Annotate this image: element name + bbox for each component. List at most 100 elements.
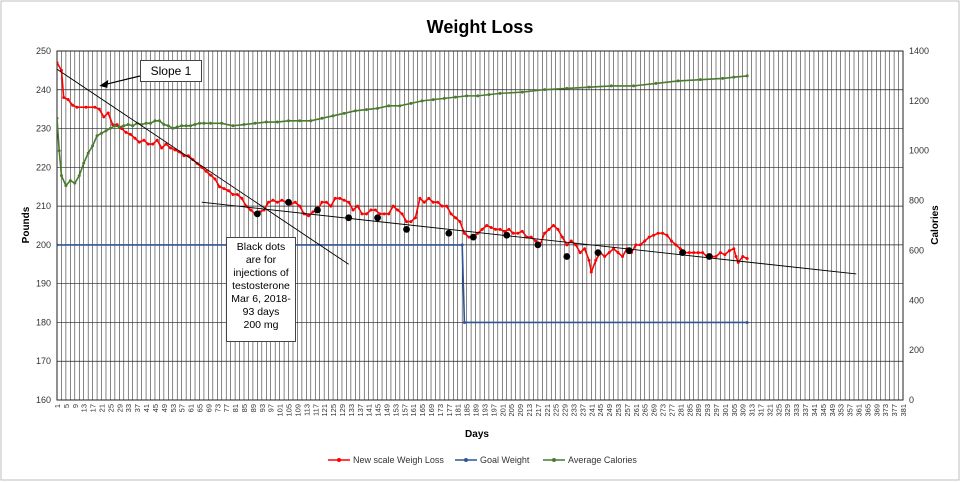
data-point bbox=[271, 198, 275, 202]
x-tick-label: 69 bbox=[204, 404, 213, 412]
data-point bbox=[95, 134, 99, 138]
x-tick-label: 265 bbox=[641, 404, 650, 417]
data-point bbox=[128, 132, 132, 136]
data-point bbox=[458, 220, 462, 224]
data-point bbox=[652, 233, 656, 237]
data-point bbox=[369, 208, 373, 212]
data-point bbox=[638, 243, 642, 247]
x-tick-label: 325 bbox=[774, 404, 783, 417]
data-point bbox=[64, 184, 68, 188]
data-point bbox=[556, 227, 560, 231]
y-tick-label: 210 bbox=[36, 201, 51, 211]
data-point bbox=[155, 138, 159, 142]
legend-swatch-marker bbox=[464, 458, 468, 462]
data-point bbox=[307, 214, 311, 218]
x-tick-label: 209 bbox=[516, 404, 525, 417]
data-point bbox=[157, 119, 161, 123]
data-point bbox=[427, 196, 431, 200]
data-point bbox=[442, 96, 446, 100]
data-point bbox=[736, 260, 740, 264]
data-point bbox=[287, 119, 291, 123]
x-tick-label: 241 bbox=[587, 404, 596, 417]
data-point bbox=[298, 119, 302, 123]
x-tick-label: 49 bbox=[160, 404, 169, 412]
data-point bbox=[431, 200, 435, 204]
data-point bbox=[654, 81, 658, 85]
data-point bbox=[616, 251, 620, 255]
data-point bbox=[587, 258, 591, 262]
x-tick-label: 193 bbox=[480, 404, 489, 417]
injection-note-line: Mar 6, 2018- bbox=[231, 293, 291, 305]
data-point bbox=[569, 239, 573, 243]
data-point bbox=[480, 227, 484, 231]
x-tick-label: 285 bbox=[685, 404, 694, 417]
injection-dot bbox=[705, 253, 713, 260]
data-point bbox=[594, 258, 598, 262]
injection-dot bbox=[345, 214, 353, 222]
y-tick-label: 240 bbox=[36, 85, 51, 95]
x-tick-label: 61 bbox=[187, 404, 196, 412]
x-tick-label: 1 bbox=[53, 404, 62, 408]
x-tick-label: 309 bbox=[739, 404, 748, 417]
data-point bbox=[311, 210, 315, 214]
x-axis-label: Days bbox=[465, 429, 489, 440]
x-tick-label: 161 bbox=[409, 404, 418, 417]
chart-title: Weight Loss bbox=[427, 17, 534, 37]
data-point bbox=[551, 224, 555, 227]
x-tick-label: 113 bbox=[302, 404, 311, 416]
x-tick-label: 81 bbox=[231, 404, 240, 412]
y-tick-label: 180 bbox=[36, 317, 51, 327]
data-point bbox=[267, 200, 270, 204]
series-line bbox=[57, 68, 349, 265]
y2-tick-label: 1400 bbox=[909, 46, 929, 56]
x-tick-label: 129 bbox=[338, 404, 347, 417]
x-tick-label: 341 bbox=[810, 404, 819, 417]
data-point bbox=[338, 196, 342, 200]
x-tick-label: 277 bbox=[667, 404, 676, 417]
data-point bbox=[400, 212, 404, 216]
data-point bbox=[333, 196, 337, 200]
series-slope-1-trendline bbox=[57, 68, 349, 265]
x-tick-label: 137 bbox=[356, 404, 365, 417]
data-point bbox=[347, 200, 351, 204]
injection-note-line: Black dots bbox=[236, 241, 286, 253]
data-point bbox=[235, 192, 239, 196]
data-point bbox=[62, 96, 66, 100]
slope-callout-text: Slope 1 bbox=[150, 64, 192, 78]
data-point bbox=[507, 227, 511, 231]
data-point bbox=[77, 174, 81, 178]
data-point bbox=[603, 255, 607, 259]
y-axis-label: Pounds bbox=[21, 206, 32, 243]
axes-layer: 160 170 180 190 200 210 220 230 240 250 0 200 400 600… bbox=[36, 46, 929, 417]
x-tick-label: 329 bbox=[783, 404, 792, 417]
x-tick-label: 141 bbox=[365, 404, 374, 417]
x-tick-label: 381 bbox=[899, 404, 908, 417]
data-point bbox=[714, 255, 718, 259]
data-point bbox=[93, 105, 97, 109]
x-tick-label: 5 bbox=[62, 404, 71, 408]
x-tick-label: 177 bbox=[445, 404, 454, 417]
data-point bbox=[131, 124, 135, 128]
data-point bbox=[162, 123, 166, 127]
data-point bbox=[498, 227, 502, 231]
x-tick-label: 169 bbox=[427, 404, 436, 417]
legend-swatch-marker bbox=[337, 458, 341, 462]
data-point bbox=[57, 61, 59, 65]
x-tick-label: 333 bbox=[792, 404, 801, 417]
legend-swatch-marker bbox=[552, 458, 556, 462]
data-point bbox=[727, 249, 731, 253]
y-tick-label: 250 bbox=[36, 46, 51, 56]
x-tick-label: 41 bbox=[142, 404, 151, 412]
data-point bbox=[124, 130, 128, 134]
data-point bbox=[102, 115, 106, 119]
data-point bbox=[329, 204, 333, 208]
y-tick-label: 190 bbox=[36, 279, 51, 289]
data-point bbox=[620, 255, 624, 259]
x-tick-label: 133 bbox=[347, 404, 356, 417]
x-tick-label: 117 bbox=[311, 404, 320, 416]
data-point bbox=[68, 179, 72, 183]
data-point bbox=[351, 208, 355, 212]
data-point bbox=[197, 121, 201, 125]
x-tick-label: 101 bbox=[276, 404, 285, 417]
x-tick-label: 237 bbox=[578, 404, 587, 417]
